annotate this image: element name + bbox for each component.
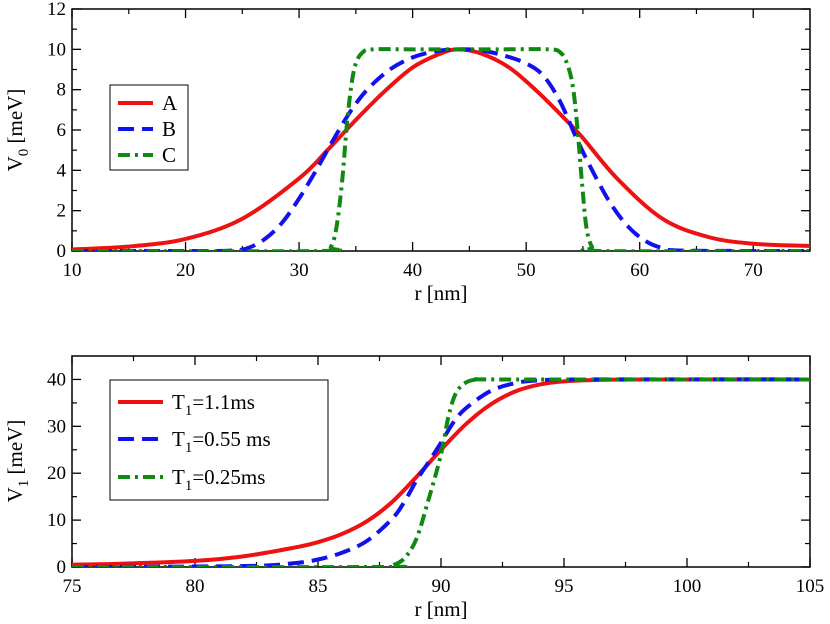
y-tick-label-bottom: 0 [57,557,67,578]
chart-bottom: 75 80 85 90 95 100 105 0 10 20 30 40 r [nm] V1 [meV… [3,355,825,621]
x-tick-label-bottom: 100 [673,576,702,597]
x-tick-label-bottom: 95 [555,576,574,597]
x-tick-label-top: 70 [744,260,763,281]
y-tick-label-top: 8 [57,80,67,101]
series-group-bottom [72,377,810,567]
series-line-top-2 [72,47,810,251]
legend-top: A B C [109,84,189,171]
x-tick-label-top: 30 [290,260,309,281]
legend-label-t1-1: T1=1.1ms [172,390,255,419]
y-tick-label-top: 2 [57,201,67,222]
legend-label-c: C [162,143,176,167]
x-axis-label-bottom: r [nm] [414,597,467,621]
x-tick-label-top: 10 [63,260,82,281]
legend-bottom: T1=1.1ms T1=0.55 ms T1=0.25ms [109,379,329,501]
y-tick-label-bottom: 40 [47,369,66,390]
x-tick-label-top: 20 [176,260,195,281]
x-tick-label-bottom: 85 [309,576,328,597]
legend-label-t1-3: T1=0.25ms [172,465,265,494]
legend-label-a: A [162,91,178,115]
legend-label-t1-2: T1=0.55 ms [172,427,271,456]
y-axis-label-top: V0 [meV] [3,89,32,172]
y-tick-label-top: 12 [47,0,66,20]
tick-group-top: 10 20 30 40 50 60 70 0 2 4 6 8 10 12 [47,0,810,281]
y-tick-label-top: 10 [47,39,66,60]
x-tick-label-bottom: 90 [432,576,451,597]
y-axis-label-bottom: V1 [meV] [3,420,32,503]
x-tick-label-top: 40 [403,260,422,281]
x-tick-label-top: 50 [517,260,536,281]
legend-label-b: B [162,117,176,141]
series-line-bottom-2 [72,377,810,567]
x-tick-label-top: 60 [630,260,649,281]
y-tick-label-top: 0 [57,241,67,262]
y-tick-label-bottom: 20 [47,463,66,484]
x-axis-label-top: r [nm] [414,281,467,305]
y-tick-label-bottom: 10 [47,510,66,531]
series-group-top [72,47,810,251]
y-tick-label-bottom: 30 [47,416,66,437]
y-tick-label-top: 6 [57,120,67,141]
x-tick-label-bottom: 105 [796,576,825,597]
y-tick-label-top: 4 [57,160,67,181]
x-tick-label-bottom: 75 [63,576,82,597]
x-tick-label-bottom: 80 [186,576,205,597]
